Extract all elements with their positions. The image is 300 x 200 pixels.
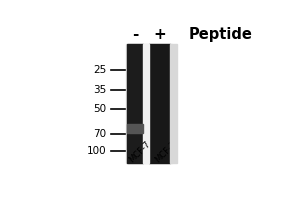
Text: 25: 25 bbox=[93, 65, 106, 75]
Text: 70: 70 bbox=[93, 129, 106, 139]
Bar bbox=[127, 44, 143, 163]
Text: MCF-7: MCF-7 bbox=[153, 140, 178, 165]
Bar bbox=[127, 124, 143, 133]
Text: -: - bbox=[132, 27, 138, 42]
Text: 50: 50 bbox=[93, 104, 106, 114]
Text: MCF-7: MCF-7 bbox=[128, 140, 153, 165]
Text: Peptide: Peptide bbox=[189, 27, 253, 42]
Bar bbox=[149, 44, 170, 163]
Bar bbox=[170, 44, 177, 163]
Text: 100: 100 bbox=[86, 146, 106, 156]
Text: +: + bbox=[153, 27, 166, 42]
Bar bbox=[126, 44, 172, 163]
Bar bbox=[143, 44, 149, 163]
Text: 35: 35 bbox=[93, 85, 106, 95]
